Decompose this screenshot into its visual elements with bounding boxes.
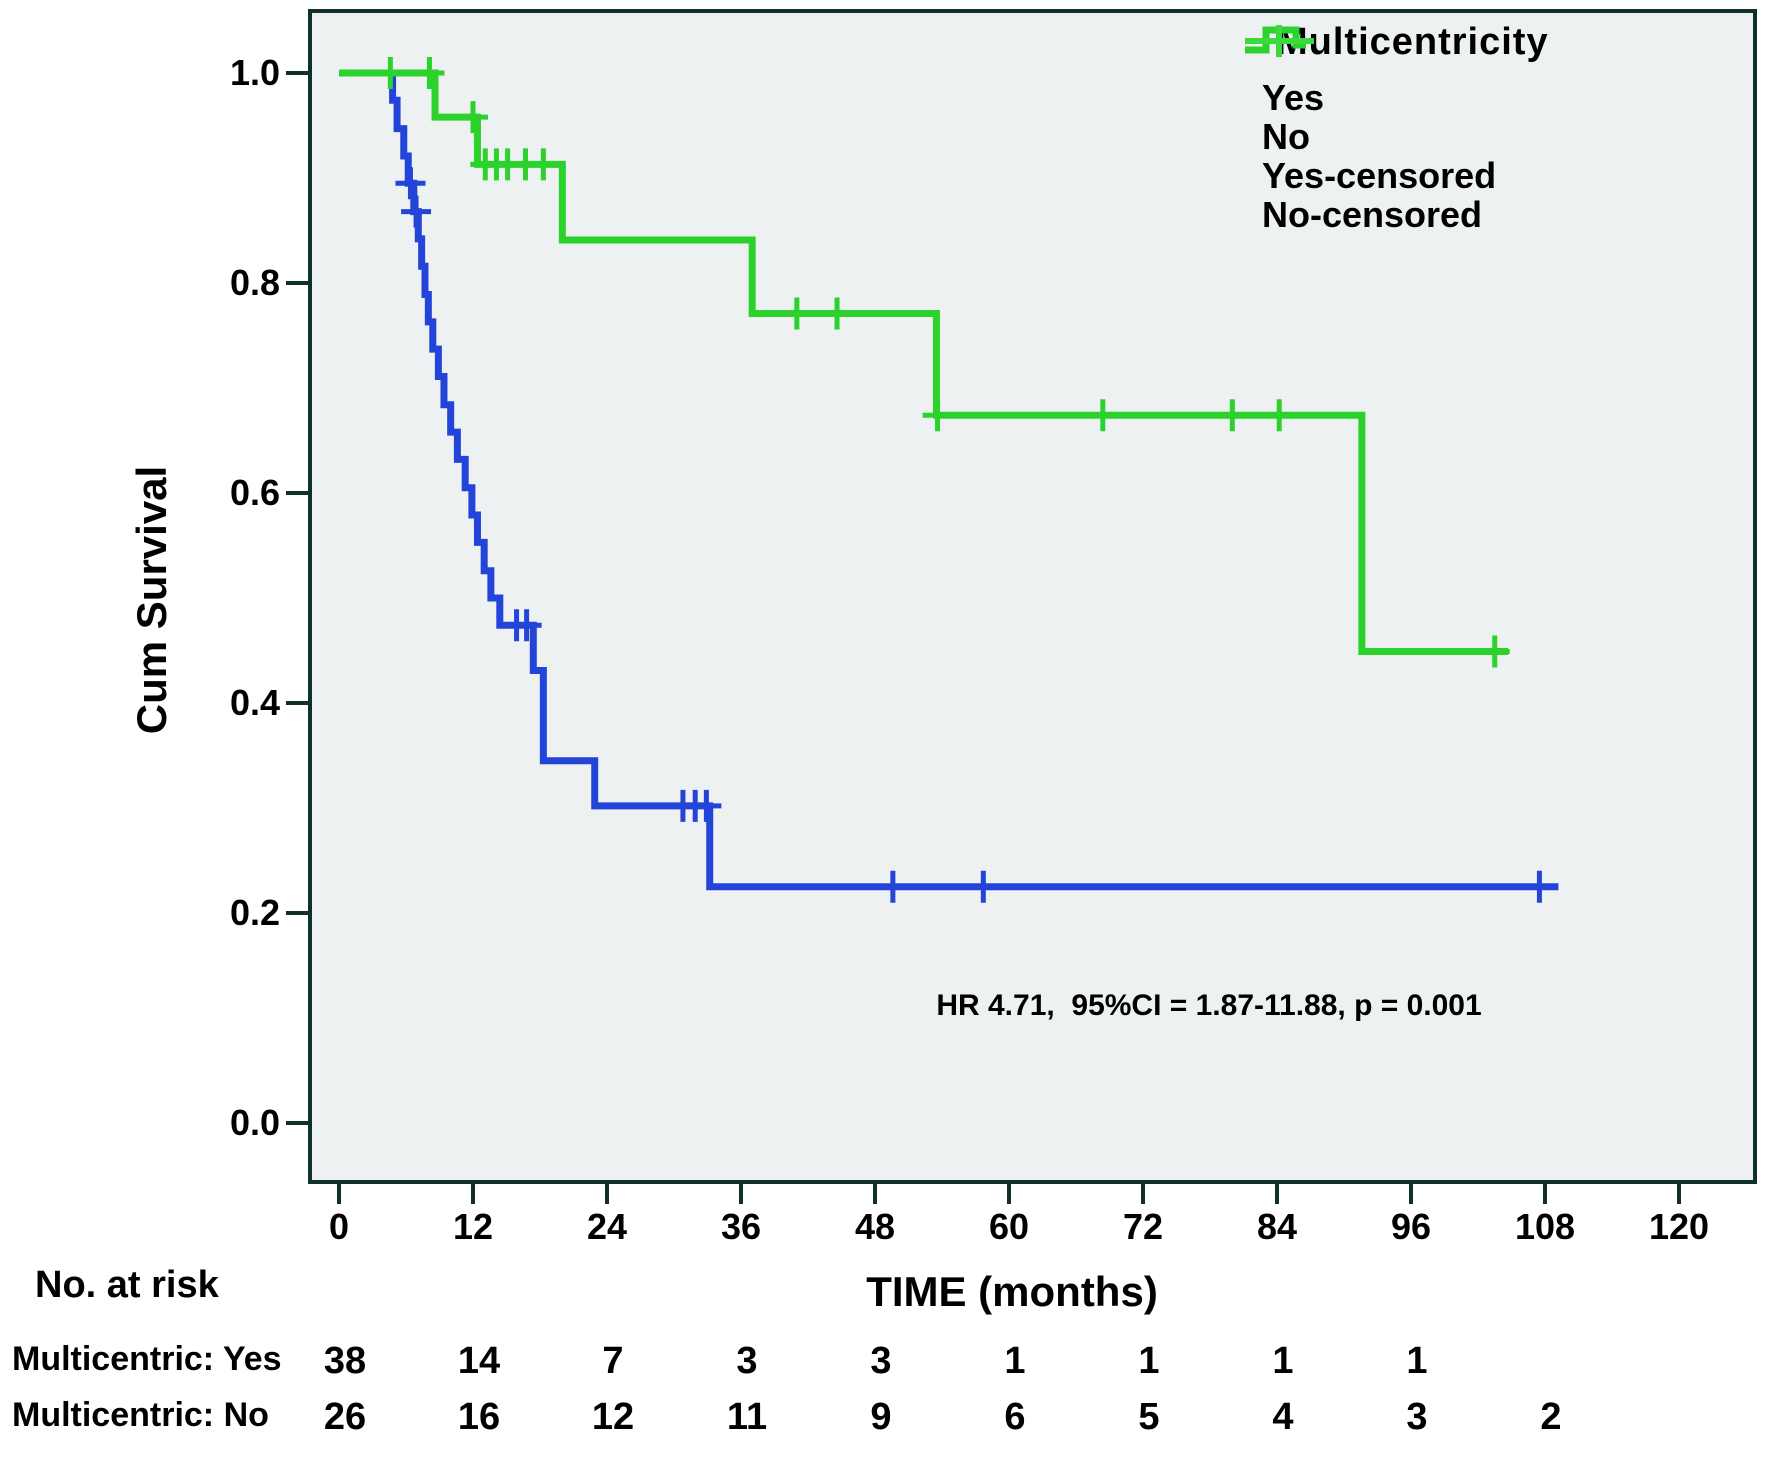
x-tick-label: 108 xyxy=(1514,1206,1576,1247)
y-tick-label: 1.0 xyxy=(229,52,280,93)
risk-count: 1 xyxy=(1406,1340,1428,1382)
risk-count: 2 xyxy=(1540,1396,1562,1438)
x-axis-title: TIME (months) xyxy=(866,1268,1158,1315)
legend-entry-yes-censored: Yes-censored xyxy=(1242,25,1549,196)
risk-count: 3 xyxy=(870,1340,892,1382)
risk-count: 14 xyxy=(457,1340,501,1382)
x-tick-mark xyxy=(337,1184,341,1204)
x-tick-label: 36 xyxy=(720,1206,762,1247)
x-tick-label: 84 xyxy=(1256,1206,1298,1247)
x-tick-mark xyxy=(605,1184,609,1204)
x-tick-label: 24 xyxy=(586,1206,628,1247)
legend-entry-yes: Yes xyxy=(1242,26,1549,118)
y-tick-mark xyxy=(286,1121,308,1125)
censor-marks-yes xyxy=(395,167,1555,903)
x-tick-mark xyxy=(873,1184,877,1204)
risk-count: 1 xyxy=(1138,1340,1160,1382)
legend-entry-label: Yes xyxy=(1262,76,1325,118)
risk-count: 3 xyxy=(1406,1396,1428,1438)
legend-entry-label: Yes-censored xyxy=(1262,154,1497,196)
legend-entry-label: No-censored xyxy=(1262,193,1483,235)
risk-count: 1 xyxy=(1004,1340,1026,1382)
legend-entry-no: No xyxy=(1242,26,1549,157)
legend-title: Multicentricity xyxy=(1276,21,1549,63)
y-tick-label: 0.0 xyxy=(229,1102,280,1143)
y-tick-mark xyxy=(286,71,308,75)
y-tick-mark xyxy=(286,911,308,915)
x-tick-label: 120 xyxy=(1648,1206,1710,1247)
y-tick-mark xyxy=(286,281,308,285)
risk-count: 38 xyxy=(323,1340,367,1382)
x-tick-mark xyxy=(1141,1184,1145,1204)
x-tick-label: 48 xyxy=(854,1206,896,1247)
legend-censor-sample-icon xyxy=(1245,25,1314,57)
x-tick-mark xyxy=(1677,1184,1681,1204)
legend-entries: Yes No Yes-censored No-censored xyxy=(1242,25,1549,235)
y-tick-label: 0.8 xyxy=(229,262,280,303)
risk-count: 16 xyxy=(457,1396,501,1438)
x-tick-label: 12 xyxy=(452,1206,494,1247)
x-tick-mark xyxy=(1543,1184,1547,1204)
x-tick-label: 60 xyxy=(988,1206,1030,1247)
y-tick-label: 0.6 xyxy=(229,472,280,513)
legend-entry-no-censored: No-censored xyxy=(1242,25,1549,235)
risk-count: 9 xyxy=(870,1396,892,1438)
risk-count: 4 xyxy=(1272,1396,1294,1438)
legend-entry-label: No xyxy=(1262,115,1310,157)
hr-annotation: HR 4.71, 95%CI = 1.87-11.88, p = 0.001 xyxy=(936,989,1482,1022)
risk-table-header: No. at risk xyxy=(35,1264,219,1306)
x-tick-label: 72 xyxy=(1122,1206,1164,1247)
x-tick-label: 96 xyxy=(1390,1206,1432,1247)
y-tick-label: 0.2 xyxy=(229,892,280,933)
risk-row-label: Multicentric: Yes xyxy=(12,1340,282,1378)
risk-row-label: Multicentric: No xyxy=(12,1396,269,1434)
censor-marks-no xyxy=(375,57,1510,668)
risk-count: 12 xyxy=(591,1396,635,1438)
risk-count: 26 xyxy=(323,1396,367,1438)
y-tick-label: 0.4 xyxy=(229,682,280,723)
survival-curves-canvas xyxy=(339,57,1559,903)
x-tick-mark xyxy=(739,1184,743,1204)
x-tick-mark xyxy=(1007,1184,1011,1204)
y-tick-mark xyxy=(286,701,308,705)
x-tick-mark xyxy=(1275,1184,1279,1204)
risk-count: 6 xyxy=(1004,1396,1026,1438)
risk-count: 11 xyxy=(726,1396,768,1438)
risk-count: 7 xyxy=(602,1340,624,1382)
risk-count: 1 xyxy=(1272,1340,1294,1382)
plot-area: Multicentricity Yes No Yes-censored No-cens… xyxy=(308,9,1757,1184)
risk-count: 3 xyxy=(736,1340,758,1382)
x-tick-mark xyxy=(1409,1184,1413,1204)
legend: Multicentricity Yes No Yes-censored No-cens… xyxy=(1242,21,1549,235)
risk-count: 5 xyxy=(1138,1396,1160,1438)
x-tick-label: 0 xyxy=(328,1206,350,1247)
x-tick-mark xyxy=(471,1184,475,1204)
y-tick-mark xyxy=(286,491,308,495)
